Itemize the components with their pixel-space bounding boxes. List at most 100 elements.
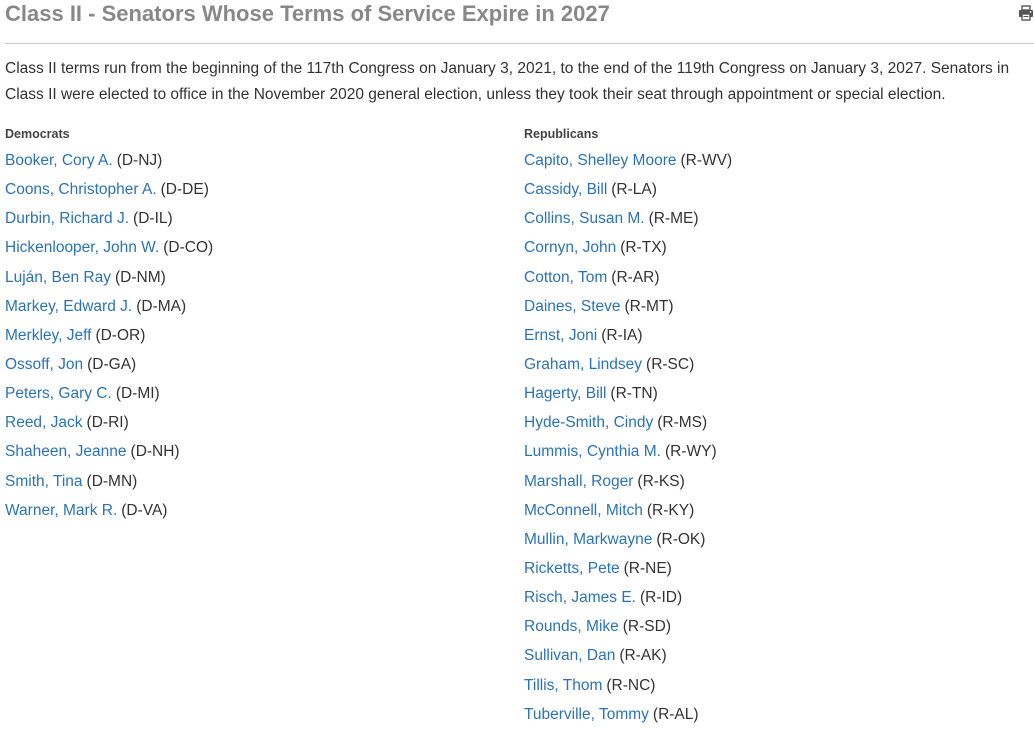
senator-link[interactable]: Peters, Gary C. <box>5 385 112 403</box>
senator-link[interactable]: Marshall, Roger <box>524 472 634 490</box>
page-title: Class II - Senators Whose Terms of Servi… <box>5 1 610 26</box>
senator-party-state: (R-MS) <box>657 414 708 432</box>
senator-list-item: Daines, Steve (R-MT) <box>524 292 1024 321</box>
senator-link[interactable]: Hyde-Smith, Cindy <box>524 414 654 432</box>
senator-list-item: Tillis, Thom (R-NC) <box>524 671 1024 700</box>
republicans-column: Republicans Capito, Shelley Moore (R-WV) C… <box>524 124 1024 729</box>
senator-link[interactable]: Sullivan, Dan <box>524 647 616 665</box>
page-content: Class II - Senators Whose Terms of Servi… <box>5 0 1034 723</box>
senator-list-item: Lummis, Cynthia M. (R-WY) <box>524 437 1024 466</box>
senator-link[interactable]: Mullin, Markwayne <box>524 530 653 548</box>
senator-list-item: Warner, Mark R. (D-VA) <box>5 496 505 525</box>
senator-list-item: Sullivan, Dan (R-AK) <box>524 641 1024 670</box>
senator-link[interactable]: Booker, Cory A. <box>5 152 113 169</box>
senator-party-state: (R-ME) <box>648 210 699 228</box>
senator-link[interactable]: Ernst, Joni <box>524 326 598 344</box>
senator-link[interactable]: Tuberville, Tommy <box>524 705 649 723</box>
senator-party-state: (R-KS) <box>637 472 685 490</box>
senator-party-state: (R-WY) <box>664 443 717 461</box>
senator-party-state: (D-VA) <box>121 501 168 519</box>
senator-list-item: Risch, James E. (R-ID) <box>524 583 1024 612</box>
senator-link[interactable]: Graham, Lindsey <box>524 355 643 373</box>
senator-link[interactable]: Cornyn, John <box>524 239 617 257</box>
senator-list-item: Smith, Tina (D-MN) <box>5 467 505 496</box>
senator-link[interactable]: Luján, Ben Ray <box>5 268 111 286</box>
senator-list-item: Coons, Christopher A. (D-DE) <box>5 175 505 204</box>
printer-icon[interactable] <box>1018 5 1034 21</box>
senator-party-state: (D-GA) <box>87 355 137 373</box>
senator-party-state: (D-CO) <box>163 239 214 257</box>
senator-link[interactable]: Shaheen, Jeanne <box>5 443 127 461</box>
senator-party-state: (R-SC) <box>646 355 695 373</box>
senator-party-state: (R-TX) <box>620 239 667 257</box>
senator-list-item: Tuberville, Tommy (R-AL) <box>524 700 1024 729</box>
senator-party-state: (D-IL) <box>133 210 173 228</box>
senator-link[interactable]: Smith, Tina <box>5 472 83 490</box>
republicans-heading: Republicans <box>524 127 599 141</box>
senator-list-item: Hyde-Smith, Cindy (R-MS) <box>524 408 1024 437</box>
senator-link[interactable]: Capito, Shelley Moore <box>524 152 677 169</box>
senator-party-state: (R-ID) <box>639 589 683 607</box>
senator-link[interactable]: Hagerty, Bill <box>524 385 607 403</box>
senator-list-item: Mullin, Markwayne (R-OK) <box>524 525 1024 554</box>
senator-link[interactable]: Markey, Edward J. <box>5 297 133 315</box>
senator-link[interactable]: Daines, Steve <box>524 297 621 315</box>
senator-party-state: (R-IA) <box>601 326 643 344</box>
senator-party-state: (R-AR) <box>611 268 660 286</box>
republicans-list: Capito, Shelley Moore (R-WV) Cassidy, Bill… <box>524 146 1024 729</box>
senator-list-item: Ricketts, Pete (R-NE) <box>524 554 1024 583</box>
senator-link[interactable]: Rounds, Mike <box>524 618 619 636</box>
senator-link[interactable]: Collins, Susan M. <box>524 210 645 228</box>
senator-list-item: Markey, Edward J. (D-MA) <box>5 292 505 321</box>
senator-link[interactable]: Durbin, Richard J. <box>5 210 130 228</box>
senator-party-state: (R-OK) <box>656 530 706 548</box>
senator-link[interactable]: Cassidy, Bill <box>524 181 608 199</box>
senator-list-item: Durbin, Richard J. (D-IL) <box>5 204 505 233</box>
senator-link[interactable]: Merkley, Jeff <box>5 326 92 344</box>
senator-party-state: (R-NE) <box>623 559 672 577</box>
senator-list-item: Merkley, Jeff (D-OR) <box>5 321 505 350</box>
senator-list-item: Reed, Jack (D-RI) <box>5 408 505 437</box>
senator-list-item: Booker, Cory A. (D-NJ) <box>5 146 505 175</box>
senator-list-item: Hickenlooper, John W. (D-CO) <box>5 233 505 262</box>
senator-list-item: McConnell, Mitch (R-KY) <box>524 496 1024 525</box>
senator-party-state: (R-KY) <box>646 501 695 519</box>
democrats-heading: Democrats <box>5 127 70 141</box>
senator-link[interactable]: Coons, Christopher A. <box>5 181 157 199</box>
senator-list-item: Peters, Gary C. (D-MI) <box>5 379 505 408</box>
senator-party-state: (D-NH) <box>130 443 180 461</box>
senator-link[interactable]: Lummis, Cynthia M. <box>524 443 661 461</box>
senator-list-item: Cornyn, John (R-TX) <box>524 233 1024 262</box>
senator-party-state: (D-MI) <box>115 385 160 403</box>
senator-link[interactable]: Warner, Mark R. <box>5 501 118 519</box>
senator-party-state: (D-MN) <box>86 472 138 490</box>
senator-link[interactable]: Tillis, Thom <box>524 676 603 694</box>
senator-link[interactable]: Cotton, Tom <box>524 268 608 286</box>
senator-link[interactable]: Reed, Jack <box>5 414 83 432</box>
senator-list-item: Cotton, Tom (R-AR) <box>524 263 1024 292</box>
title-row: Class II - Senators Whose Terms of Servi… <box>5 0 1034 44</box>
senator-list-item: Ossoff, Jon (D-GA) <box>5 350 505 379</box>
intro-text: Class II terms run from the beginning of… <box>5 60 1010 103</box>
senator-party-state: (R-SD) <box>622 618 671 636</box>
senator-party-state: (R-WV) <box>680 152 733 169</box>
senator-party-state: (R-AL) <box>652 705 699 723</box>
senator-party-state: (R-LA) <box>611 181 657 199</box>
senator-party-state: (R-TN) <box>610 385 658 403</box>
senator-party-state: (D-MA) <box>136 297 187 315</box>
senator-party-state: (R-NC) <box>606 676 656 694</box>
senator-party-state: (D-NJ) <box>116 152 163 169</box>
senator-party-state: (D-OR) <box>95 326 146 344</box>
senator-link[interactable]: Ossoff, Jon <box>5 355 84 373</box>
senator-list-item: Collins, Susan M. (R-ME) <box>524 204 1024 233</box>
senator-link[interactable]: Risch, James E. <box>524 589 636 607</box>
senator-link[interactable]: Ricketts, Pete <box>524 559 620 577</box>
democrats-list: Booker, Cory A. (D-NJ) Coons, Christopher … <box>5 146 505 525</box>
senator-party-state: (D-NM) <box>115 268 166 286</box>
senator-party-state: (R-MT) <box>624 297 674 315</box>
senator-party-state: (D-RI) <box>86 414 129 432</box>
democrats-column: Democrats Booker, Cory A. (D-NJ) Coons, Ch… <box>5 124 505 525</box>
senator-link[interactable]: McConnell, Mitch <box>524 501 643 519</box>
senator-link[interactable]: Hickenlooper, John W. <box>5 239 160 257</box>
senator-list-item: Luján, Ben Ray (D-NM) <box>5 263 505 292</box>
